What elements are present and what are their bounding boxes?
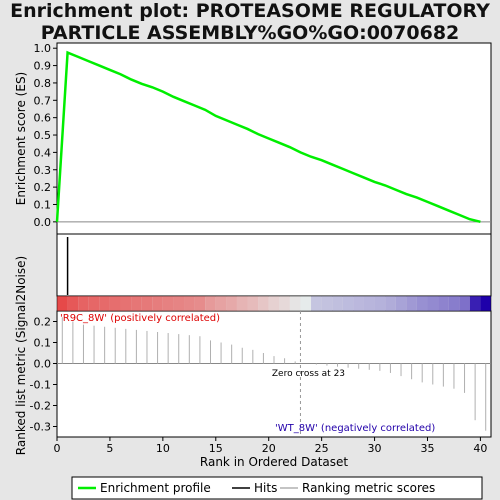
chart-title-line-1: Enrichment plot: PROTEASOME REGULATORY [10, 0, 490, 22]
metric-y-tick-label: -0.1 [30, 379, 51, 392]
heat-bar-segment [152, 296, 163, 311]
chart-title: Enrichment plot: PROTEASOME REGULATORY P… [0, 0, 500, 44]
heat-bar-segment [120, 296, 132, 311]
heat-bar-segment [78, 296, 89, 311]
heat-bar-segment [438, 296, 449, 311]
heat-bar-segment [406, 296, 417, 311]
heat-bar-segment [194, 296, 206, 311]
heat-bar-segment [363, 296, 375, 311]
heat-bar-segment [448, 296, 460, 311]
x-tick-label: 10 [156, 442, 170, 455]
heat-bar-segment [469, 296, 481, 311]
heat-bar-segment [205, 296, 216, 311]
heat-bar-segment [459, 296, 470, 311]
heat-bar-segment [321, 296, 333, 311]
es-y-tick-label: 0.0 [34, 216, 52, 229]
enrichment-profile-line [55, 50, 481, 224]
chart-title-line-2: PARTICLE ASSEMBLY%GO%GO:0070682 [40, 22, 460, 44]
es-y-tick-label: 0.7 [34, 94, 52, 107]
es-y-tick-label: 1.0 [34, 42, 52, 55]
heat-bar-segment [416, 296, 428, 311]
heat-bar-segment [226, 296, 237, 311]
heat-bar-segment [184, 296, 195, 311]
legend-box [71, 476, 483, 500]
heat-bar-segment [247, 296, 259, 311]
zero-cross-label: Zero cross at 23 [272, 369, 345, 379]
x-tick-label: 5 [106, 442, 113, 455]
heat-bar-segment [57, 296, 68, 311]
metric-y-tick-label: 0.1 [34, 337, 52, 350]
es-y-tick-label: 0.6 [34, 112, 52, 125]
metric-y-tick-label: 0.2 [34, 316, 52, 329]
heat-bar-segment [279, 296, 290, 311]
heat-bar-segment [385, 296, 396, 311]
heat-bar-segment [258, 296, 269, 311]
heat-bar-segment [353, 296, 364, 311]
es-axis-label: Enrichment score (ES) [14, 72, 28, 205]
hits-panel-frame [56, 233, 492, 297]
heat-bar-segment [268, 296, 280, 311]
metric-panel-frame [56, 310, 492, 438]
positive-correlation-label: 'R9C_8W' (positively correlated) [60, 313, 220, 324]
es-y-tick-label: 0.1 [34, 198, 52, 211]
es-y-tick-label: 0.9 [34, 60, 52, 73]
heat-bar-segment [109, 296, 121, 311]
heat-bar-segment [67, 296, 79, 311]
x-tick-label: 0 [54, 442, 61, 455]
legend-label-hits: Hits [254, 481, 277, 495]
x-tick-label: 35 [420, 442, 434, 455]
heat-bar-segment [173, 296, 185, 311]
metric-y-tick-label: -0.3 [30, 421, 51, 434]
es-y-tick-label: 0.5 [34, 129, 52, 142]
heat-bar-segment [311, 296, 322, 311]
heat-bar-segment [289, 296, 301, 311]
x-tick-label: 20 [262, 442, 276, 455]
heat-bar-frame [56, 295, 492, 312]
x-tick-label: 40 [473, 442, 487, 455]
heat-bar-segment [215, 296, 227, 311]
metric-y-tick-label: -0.2 [30, 400, 51, 413]
es-y-tick-label: 0.4 [34, 146, 52, 159]
negative-correlation-label: 'WT_8W' (negatively correlated) [275, 423, 435, 434]
es-y-tick-label: 0.8 [34, 77, 52, 90]
x-tick-label: 25 [315, 442, 329, 455]
heat-bar-segment [99, 296, 110, 311]
heat-bar-segment [342, 296, 354, 311]
heat-bar-segment [141, 296, 153, 311]
x-tick-label: 15 [209, 442, 223, 455]
x-axis-label: Rank in Ordered Dataset [200, 455, 348, 469]
es-y-tick-label: 0.2 [34, 181, 52, 194]
heat-bar-segment [332, 296, 343, 311]
heat-bar-segment [162, 296, 174, 311]
es-panel-frame [56, 42, 492, 235]
es-y-tick-label: 0.3 [34, 164, 52, 177]
heat-bar-segment [374, 296, 386, 311]
x-tick-label: 30 [368, 442, 382, 455]
heat-bar-segment [395, 296, 407, 311]
heat-bar-segment [236, 296, 248, 311]
legend-label-enrichment-profile: Enrichment profile [100, 481, 211, 495]
legend-label-ranking-metric: Ranking metric scores [302, 481, 435, 495]
heat-bar-segment [427, 296, 439, 311]
metric-y-tick-label: 0.0 [34, 358, 52, 371]
metric-axis-label: Ranked list metric (Signal2Noise) [14, 256, 28, 455]
heat-bar-segment [131, 296, 142, 311]
heat-bar-segment [480, 296, 491, 311]
heat-bar-segment [88, 296, 100, 311]
heat-bar-segment [300, 296, 312, 311]
